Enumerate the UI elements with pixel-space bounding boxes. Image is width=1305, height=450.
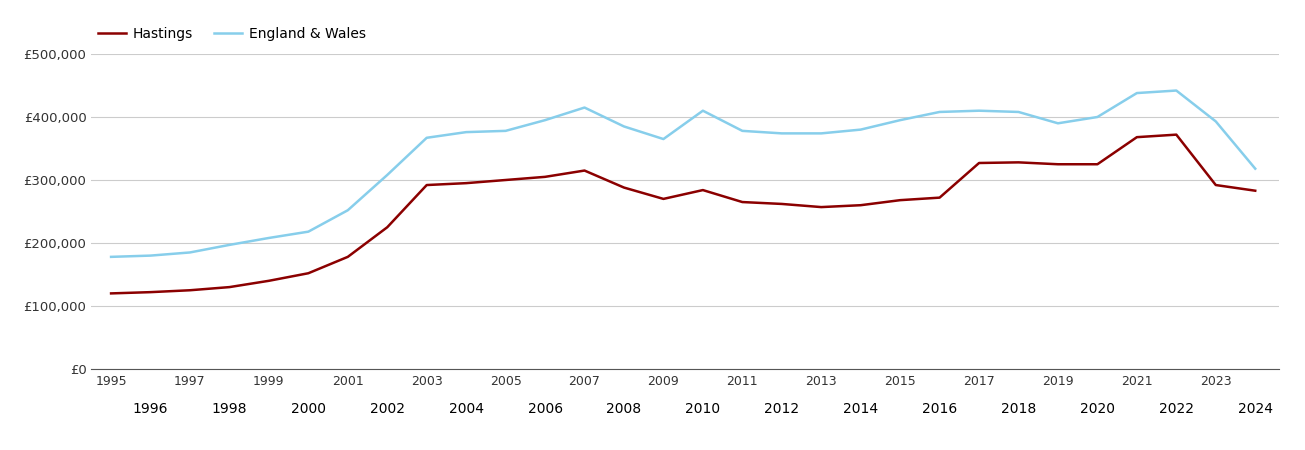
England & Wales — [971, 108, 987, 113]
Line: England & Wales: England & Wales — [111, 90, 1255, 257]
England & Wales — [893, 117, 908, 123]
Hastings — [341, 254, 356, 260]
England & Wales — [300, 229, 316, 234]
England & Wales — [1168, 88, 1184, 93]
England & Wales — [655, 136, 671, 142]
England & Wales — [1051, 121, 1066, 126]
England & Wales — [1090, 114, 1105, 120]
Hastings — [300, 270, 316, 276]
Hastings — [893, 198, 908, 203]
England & Wales — [696, 108, 711, 113]
Hastings — [735, 199, 750, 205]
England & Wales — [261, 235, 277, 241]
England & Wales — [222, 242, 238, 248]
Hastings — [1090, 162, 1105, 167]
Hastings — [655, 196, 671, 202]
England & Wales — [774, 130, 790, 136]
England & Wales — [813, 130, 829, 136]
England & Wales — [538, 117, 553, 123]
Hastings — [577, 168, 592, 173]
Hastings — [853, 202, 869, 208]
Legend: Hastings, England & Wales: Hastings, England & Wales — [98, 27, 365, 41]
England & Wales — [1208, 119, 1224, 124]
England & Wales — [341, 207, 356, 213]
Hastings — [696, 187, 711, 193]
Hastings — [103, 291, 119, 296]
Hastings — [538, 174, 553, 180]
Hastings — [1129, 135, 1144, 140]
Hastings — [813, 204, 829, 210]
England & Wales — [458, 130, 474, 135]
Hastings — [380, 225, 395, 230]
Hastings — [1051, 162, 1066, 167]
Hastings — [497, 177, 513, 183]
Hastings — [932, 195, 947, 200]
Hastings — [1248, 188, 1263, 194]
England & Wales — [103, 254, 119, 260]
England & Wales — [853, 127, 869, 132]
England & Wales — [419, 135, 435, 140]
Hastings — [458, 180, 474, 186]
Line: Hastings: Hastings — [111, 135, 1255, 293]
England & Wales — [932, 109, 947, 115]
Hastings — [971, 160, 987, 166]
Hastings — [616, 185, 632, 190]
Hastings — [1010, 160, 1026, 165]
Hastings — [1208, 182, 1224, 188]
England & Wales — [183, 250, 198, 255]
Hastings — [261, 278, 277, 284]
Hastings — [1168, 132, 1184, 137]
England & Wales — [1248, 166, 1263, 171]
England & Wales — [577, 105, 592, 110]
England & Wales — [735, 128, 750, 134]
England & Wales — [616, 124, 632, 129]
Hastings — [774, 201, 790, 207]
England & Wales — [380, 172, 395, 178]
Hastings — [419, 182, 435, 188]
England & Wales — [497, 128, 513, 134]
Hastings — [183, 288, 198, 293]
England & Wales — [142, 253, 158, 258]
Hastings — [222, 284, 238, 290]
England & Wales — [1010, 109, 1026, 115]
Hastings — [142, 289, 158, 295]
England & Wales — [1129, 90, 1144, 96]
